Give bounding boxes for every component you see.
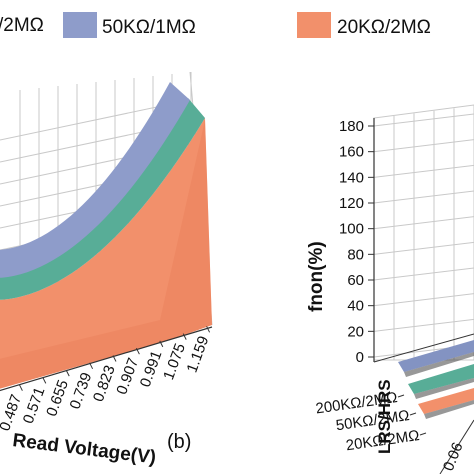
right-grid-line-h [373,216,474,230]
right-grid-line-h [373,293,474,307]
right-x-tick-partial: 0.06 [440,440,467,473]
right-depth-tick-mark [409,412,417,416]
right-grid-line-h [373,241,474,255]
legend-swatch-50k-1m [63,12,97,38]
right-y-tick-label: 100 [339,221,364,238]
left-plot: 0.4030.4870.5710.6550.7390.8230.9070.991… [0,71,213,469]
right-y-tick-label: 140 [339,169,364,186]
ribbon-50k-1m [0,82,190,278]
right-depth-tick-mark [419,432,427,436]
right-grid [373,104,474,361]
left-x-tick-mark [206,326,211,333]
ribbon-50k-2m [0,98,205,300]
left-x-tick-mark [42,377,47,384]
left-x-axis-title: Read Voltage(V) [11,430,157,468]
right-floor-edge [373,333,474,363]
right-bar-shadow [404,352,474,377]
right-bar [418,388,474,414]
right-y-axis-title: fnon(%) [306,241,327,312]
left-x-tick-label: 0.823 [90,363,119,404]
left-x-tick-label: 0.655 [43,378,72,419]
legend-item-partial-label: /2MΩ [0,15,44,36]
right-y-tick-label: 160 [339,144,364,161]
ribbon-20k-2m-shade [0,120,212,389]
left-x-tick-mark [159,340,164,348]
left-x-tick-label: 0.991 [137,348,166,389]
left-x-tick-mark [135,347,140,355]
left-x-tick-mark [65,369,70,377]
right-y-tick-label: 0 [356,349,364,366]
left-x-tick-label: 1.075 [160,341,189,382]
right-grid-line-h [373,113,474,127]
right-grid-line-h [373,267,474,281]
left-x-tick-label: 1.159 [184,334,213,375]
left-x-tick-mark [112,355,117,362]
panel-label: (b) [167,431,191,453]
left-x-tick-mark [89,362,94,370]
legend: /2MΩ 50KΩ/1MΩ 20KΩ/2MΩ [0,12,431,38]
right-grid-line-h [373,318,474,332]
right-plot: 0 20 40 60 80 100 120 140 160 180 fnon(%) 200KΩ/2… [306,104,474,474]
right-bar-shadow [414,378,474,399]
right-back-wall [373,104,474,361]
left-x-tick-mark [182,333,187,340]
legend-item-50k-1m-label: 50KΩ/1MΩ [102,17,196,38]
right-grid-line-h [373,190,474,204]
legend-swatch-20k-2m [297,12,331,38]
right-x-axis-line [439,419,474,474]
right-y-tick-label: 20 [347,323,364,340]
left-x-tick-label: 0.571 [20,385,49,426]
left-x-tick-mark [18,384,23,391]
left-x-tick-label: 0.739 [67,370,96,411]
right-grid-line-h [373,164,474,178]
right-y-tick-label: 40 [347,298,364,315]
right-bar [408,364,474,394]
right-y-tick-label: 180 [339,118,364,135]
right-bars [373,333,474,474]
right-depth-tick-mark [397,394,405,398]
left-x-tick-label: 0.487 [0,392,25,433]
right-y-tick-label: 120 [339,195,364,212]
legend-item-20k-2m-label: 20KΩ/2MΩ [337,17,431,38]
right-bar-shadow [424,400,474,419]
left-x-axis-line [0,326,213,392]
ribbon-20k-2m [0,118,212,389]
right-y-tick-label: 80 [347,246,364,263]
right-bar [398,340,474,372]
right-grid-line-h [373,139,474,153]
left-x-tick-label: 0.907 [113,356,142,397]
right-y-tick-label: 60 [347,272,364,289]
right-y-axis: 0 20 40 60 80 100 120 140 160 180 [339,118,375,366]
right-depth-axis-title: LRS/HRS [375,379,394,454]
